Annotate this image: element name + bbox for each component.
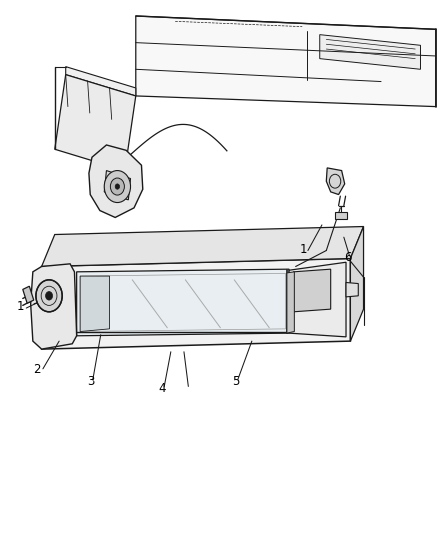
Polygon shape bbox=[55, 75, 136, 171]
Polygon shape bbox=[293, 269, 331, 312]
Text: 1: 1 bbox=[17, 300, 24, 313]
Circle shape bbox=[115, 184, 120, 189]
Text: 3: 3 bbox=[88, 375, 95, 388]
Text: 1: 1 bbox=[300, 243, 307, 256]
Polygon shape bbox=[287, 272, 294, 333]
Polygon shape bbox=[89, 145, 143, 217]
Polygon shape bbox=[42, 227, 364, 266]
Polygon shape bbox=[326, 168, 345, 195]
Text: 2: 2 bbox=[33, 363, 40, 376]
Polygon shape bbox=[80, 276, 110, 332]
Polygon shape bbox=[23, 286, 34, 303]
Polygon shape bbox=[31, 264, 77, 349]
Polygon shape bbox=[289, 262, 346, 337]
Text: 5: 5 bbox=[232, 375, 240, 388]
Polygon shape bbox=[350, 227, 364, 341]
Text: 6: 6 bbox=[344, 251, 351, 264]
Text: 4: 4 bbox=[159, 382, 166, 395]
Polygon shape bbox=[320, 35, 420, 69]
Polygon shape bbox=[42, 259, 350, 349]
Polygon shape bbox=[66, 67, 136, 96]
Circle shape bbox=[46, 292, 53, 300]
Circle shape bbox=[110, 178, 124, 195]
Circle shape bbox=[36, 280, 62, 312]
Polygon shape bbox=[77, 269, 289, 336]
Polygon shape bbox=[136, 16, 436, 107]
Polygon shape bbox=[346, 282, 358, 297]
Polygon shape bbox=[104, 171, 131, 200]
Polygon shape bbox=[335, 212, 347, 219]
Circle shape bbox=[104, 171, 131, 203]
